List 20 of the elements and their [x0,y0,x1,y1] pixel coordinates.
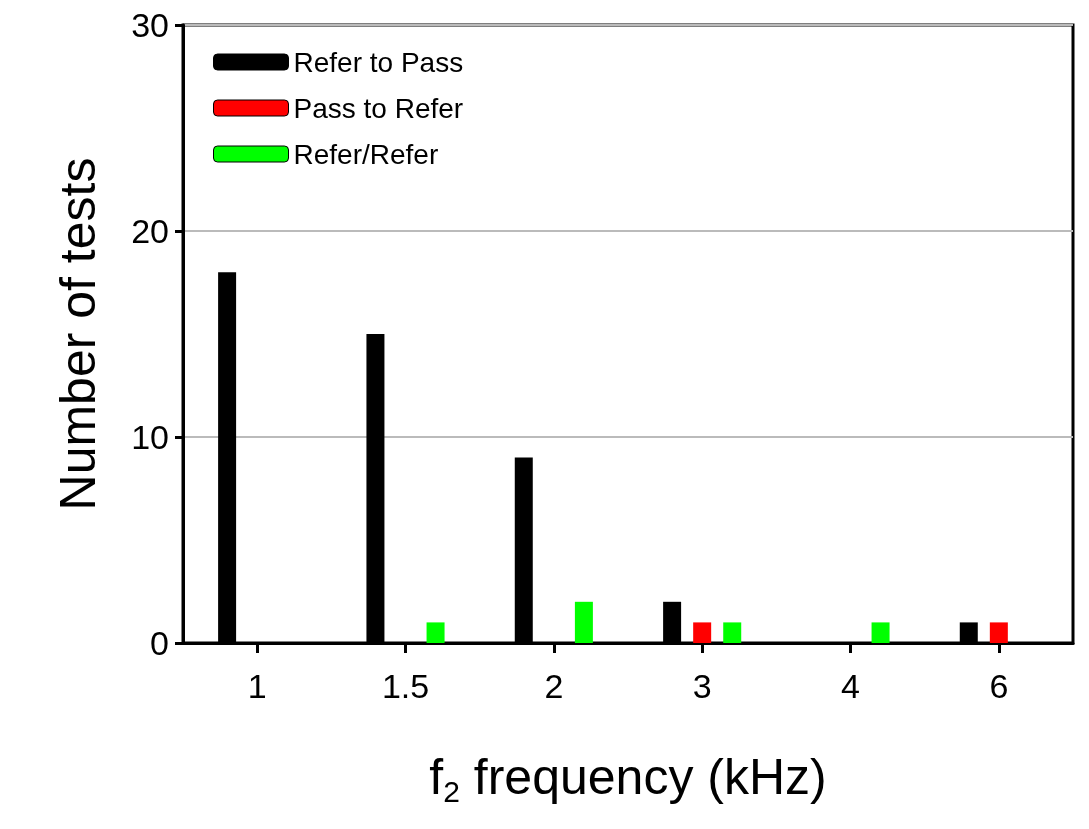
bar [989,622,1008,643]
x-tick-label: 2 [544,667,564,705]
legend-label: Refer to Pass [293,46,464,78]
x-tick-label: 3 [692,667,712,705]
x-tick-label: 4 [841,667,860,705]
x-tick-label: 1 [247,667,267,705]
bar [693,622,712,643]
y-tick-label: 0 [150,624,169,662]
y-tick-label: 10 [131,418,169,456]
y-axis-title: Number of tests [50,157,106,511]
y-tick-label: 20 [131,212,169,250]
bar [426,622,445,643]
bar [723,622,742,643]
bar [574,601,593,643]
x-tick-label: 1.5 [381,667,430,705]
bar [871,622,890,643]
legend-label: Refer/Refer [293,138,439,170]
y-tick-label: 30 [131,6,169,44]
legend-label: Pass to Refer [293,92,464,124]
x-tick-label: 6 [989,667,1009,705]
